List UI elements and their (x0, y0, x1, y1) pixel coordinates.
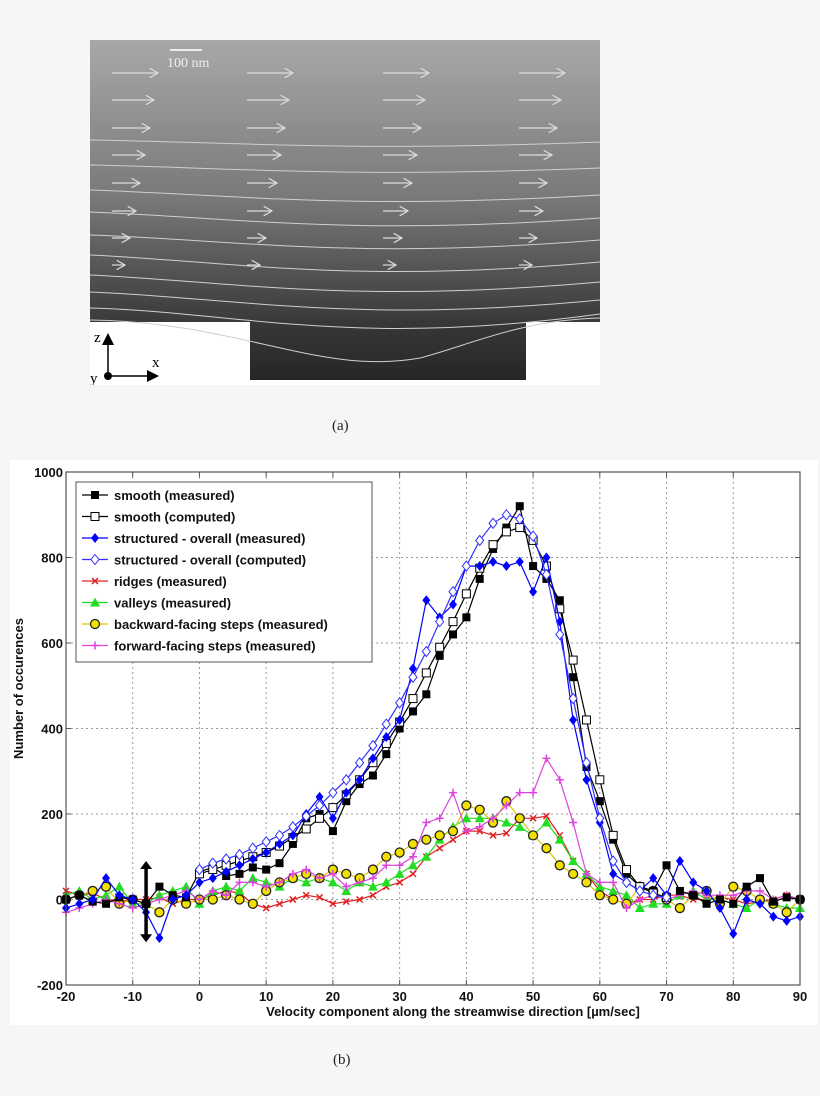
series-structured-overall-computed- (194, 508, 672, 904)
legend-item: smooth (measured) (82, 488, 235, 503)
x-tick-label: 20 (326, 989, 340, 1004)
velocity-distribution-chart: -20 -10 0 10 20 30 40 50 60 70 80 90 -200 0 200 400 600 8… (11, 465, 807, 1019)
y-tick-label: -200 (37, 978, 63, 993)
x-tick-label: 80 (726, 989, 740, 1004)
figure-a-caption: (a) (332, 418, 349, 434)
legend-item: forward-facing steps (measured) (82, 639, 316, 654)
y-tick-label: 1000 (34, 465, 63, 480)
trench-region (250, 320, 526, 380)
legend-label: structured - overall (computed) (114, 553, 306, 568)
legend-label: smooth (computed) (114, 510, 235, 525)
axis-ticks: -20 -10 0 10 20 30 40 50 60 70 80 90 -200 0 200 400 600 8… (34, 465, 807, 1004)
grid-lines (66, 472, 800, 985)
scale-bar: 100 nm (167, 49, 210, 71)
x-tick-label: 30 (392, 989, 406, 1004)
figure-b-caption: (b) (333, 1052, 351, 1068)
scale-bar-label: 100 nm (167, 56, 210, 71)
figure-b-chart: -20 -10 0 10 20 30 40 50 60 70 80 90 -200 0 200 400 600 8… (10, 460, 818, 1025)
legend-label: forward-facing steps (measured) (114, 639, 316, 654)
x-tick-label: 70 (659, 989, 673, 1004)
z-axis-label: z (94, 330, 101, 346)
flow-region (90, 40, 600, 322)
plot-frame (65, 471, 801, 986)
x-axis-title: Velocity component along the streamwise … (266, 1004, 640, 1019)
x-tick-label: 40 (459, 989, 473, 1004)
y-tick-label: 400 (41, 722, 63, 737)
y-tick-label: 600 (41, 636, 63, 651)
legend-item: smooth (computed) (82, 510, 235, 525)
legend-item: structured - overall (computed) (82, 553, 306, 568)
legend-label: ridges (measured) (114, 574, 227, 589)
legend-item: backward-facing steps (measured) (82, 617, 328, 632)
legend-label: backward-facing steps (measured) (114, 617, 328, 632)
streamlines (90, 139, 600, 363)
coordinate-axes: z x y (90, 330, 160, 385)
legend-item: ridges (measured) (82, 574, 227, 589)
figure-a-streamline-image: 100 nm z x y (90, 40, 600, 385)
x-tick-label: 50 (526, 989, 540, 1004)
legend-label: valleys (measured) (114, 596, 231, 611)
legend-item: structured - overall (measured) (82, 531, 305, 546)
velocity-arrows (112, 73, 565, 265)
legend-item: valleys (measured) (82, 596, 231, 611)
y-tick-label: 0 (56, 893, 63, 908)
y-axis-label: y (90, 371, 98, 385)
x-tick-label: 90 (793, 989, 807, 1004)
legend: smooth (measured) smooth (computed) struct… (75, 481, 373, 663)
y-tick-label: 200 (41, 807, 63, 822)
x-tick-label: 10 (259, 989, 273, 1004)
legend-label: smooth (measured) (114, 488, 235, 503)
y-axis-title: Number of occurences (11, 618, 26, 759)
y-tick-label: 800 (41, 551, 63, 566)
x-tick-label: -20 (57, 989, 76, 1004)
streamline-diagram: 100 nm z x y (90, 40, 600, 385)
x-tick-label: 60 (593, 989, 607, 1004)
x-tick-label: -10 (123, 989, 142, 1004)
data-series (60, 502, 806, 943)
x-axis-label: x (152, 355, 160, 371)
x-tick-label: 0 (196, 989, 203, 1004)
error-bar-arrow (140, 861, 153, 943)
legend-label: structured - overall (measured) (114, 531, 305, 546)
